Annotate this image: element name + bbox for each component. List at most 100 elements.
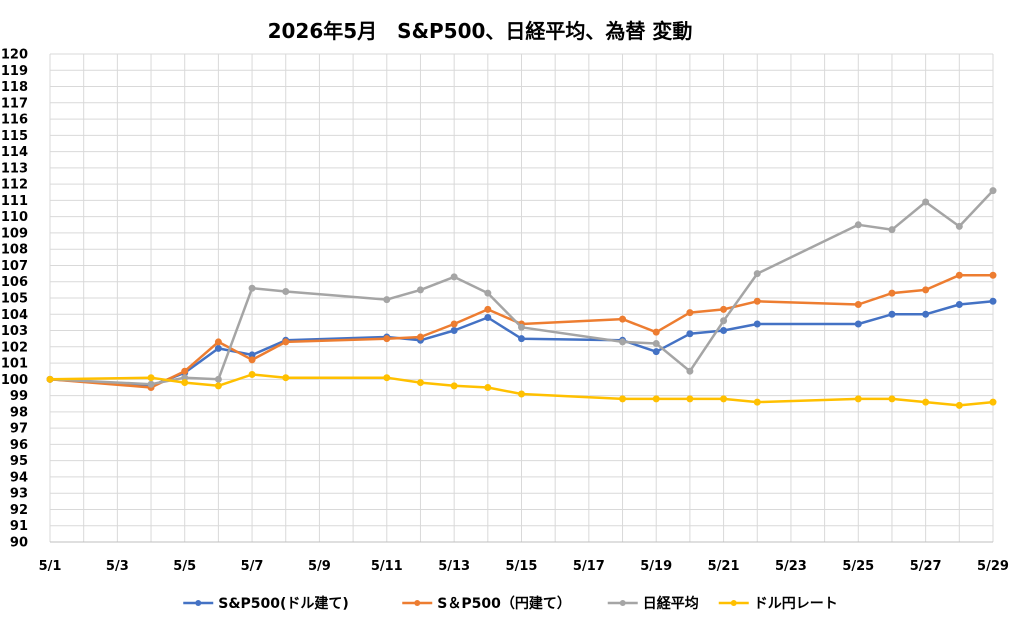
data-point [214, 344, 222, 352]
y-tick-label: 106 [1, 275, 28, 290]
x-tick-label: 5/19 [640, 559, 672, 574]
legend-item: ドル円レート [718, 596, 838, 612]
data-point [955, 401, 963, 409]
data-point [383, 374, 391, 382]
data-point [450, 327, 458, 335]
series-group [46, 187, 997, 388]
x-tick-label: 5/3 [106, 559, 129, 574]
data-point [652, 348, 660, 356]
legend-item: S＆P500（円建て） [402, 595, 571, 612]
data-point [720, 317, 728, 325]
data-point [652, 328, 660, 336]
data-point [248, 370, 256, 378]
legend-label: S&P500(ドル建て) [218, 595, 349, 612]
data-point [181, 379, 189, 387]
y-tick-label: 94 [10, 470, 28, 485]
data-point [989, 297, 997, 305]
data-point [416, 379, 424, 387]
x-tick-label: 5/5 [173, 559, 196, 574]
y-tick-label: 117 [1, 96, 28, 111]
data-point [484, 314, 492, 322]
legend-item: 日経平均 [607, 595, 699, 612]
x-tick-label: 5/1 [39, 559, 62, 574]
y-tick-label: 115 [1, 129, 28, 144]
y-tick-label: 108 [1, 243, 28, 258]
legend-marker [195, 600, 202, 606]
data-point [282, 374, 290, 382]
y-tick-label: 118 [1, 80, 28, 95]
x-tick-label: 5/13 [438, 559, 470, 574]
data-point [989, 271, 997, 279]
data-point [720, 305, 728, 313]
y-tick-label: 112 [1, 178, 28, 193]
y-tick-label: 90 [10, 536, 28, 551]
data-point [619, 315, 627, 323]
series-group [46, 370, 997, 409]
x-tick-label: 5/17 [573, 559, 605, 574]
legend-label: 日経平均 [643, 595, 699, 612]
x-tick-label: 5/29 [977, 559, 1009, 574]
data-point [214, 382, 222, 390]
data-point [416, 286, 424, 294]
y-tick-label: 120 [1, 48, 28, 63]
data-point [989, 187, 997, 195]
y-tick-label: 103 [1, 324, 28, 339]
y-tick-label: 111 [1, 194, 28, 209]
y-tick-label: 102 [1, 340, 28, 355]
data-point [753, 398, 761, 406]
data-point [652, 395, 660, 403]
y-tick-label: 97 [10, 422, 28, 437]
data-point [753, 270, 761, 278]
data-point [450, 320, 458, 328]
chart-title: 2026年5月 S&P500、日経平均、為替 変動 [268, 19, 693, 43]
legend-marker [619, 600, 626, 606]
data-point [854, 221, 862, 229]
legend-item: S&P500(ドル建て) [183, 595, 349, 612]
data-point [686, 367, 694, 375]
y-tick-label: 100 [1, 373, 28, 388]
data-point [922, 398, 930, 406]
data-point [888, 395, 896, 403]
data-point [248, 356, 256, 364]
x-tick-label: 5/23 [775, 559, 807, 574]
y-tick-label: 119 [1, 64, 28, 79]
data-point [619, 338, 627, 346]
y-tick-label: 99 [10, 389, 28, 404]
series-layer [46, 187, 997, 409]
data-point [383, 296, 391, 304]
y-tick-label: 95 [10, 454, 28, 469]
data-point [484, 289, 492, 297]
legend-label: ドル円レート [754, 596, 838, 612]
data-point [181, 367, 189, 375]
data-point [720, 327, 728, 335]
data-point [518, 335, 525, 343]
data-point [854, 320, 862, 328]
data-point [518, 323, 525, 331]
y-tick-label: 91 [10, 519, 28, 534]
x-tick-label: 5/11 [371, 559, 403, 574]
x-tick-label: 5/27 [910, 559, 942, 574]
grid-layer [49, 53, 994, 543]
x-tick-label: 5/7 [241, 559, 264, 574]
data-point [214, 338, 222, 346]
y-tick-label: 107 [1, 259, 28, 274]
data-point [753, 297, 761, 305]
data-point [147, 380, 155, 388]
y-tick-label: 92 [10, 503, 28, 518]
data-point [282, 338, 290, 346]
y-tick-label: 113 [1, 161, 28, 176]
data-point [955, 301, 963, 309]
data-point [922, 286, 930, 294]
data-point [484, 305, 492, 313]
data-point [955, 271, 963, 279]
legend: S&P500(ドル建て) S＆P500（円建て） 日経平均 ドル円レート [183, 595, 838, 612]
y-tick-label: 98 [10, 405, 28, 420]
data-point [686, 330, 694, 338]
x-tick-label: 5/25 [842, 559, 874, 574]
data-point [686, 309, 694, 317]
data-point [922, 310, 930, 318]
data-point [955, 222, 963, 230]
